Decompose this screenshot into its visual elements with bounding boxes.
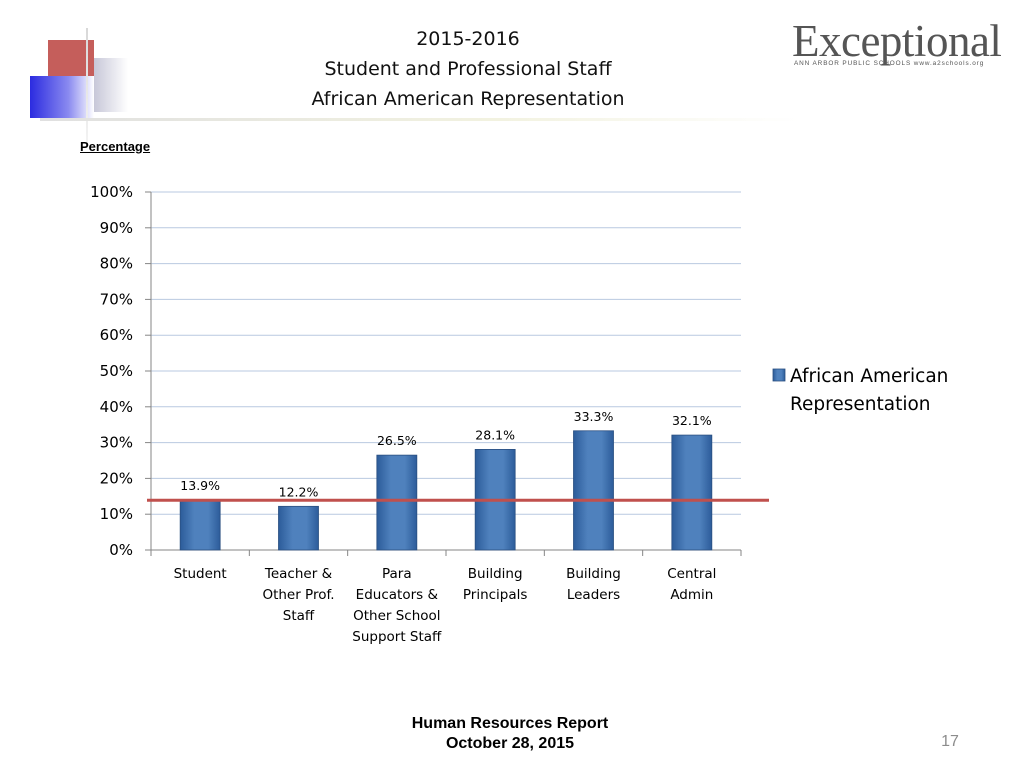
bar: [278, 505, 319, 551]
y-tick-label: 80%: [100, 255, 133, 273]
y-tick-label: 50%: [100, 362, 133, 380]
title-line-3: African American Representation: [311, 88, 625, 110]
category-label: Other Prof.: [262, 587, 334, 603]
data-label: 26.5%: [377, 433, 417, 448]
category-label: Student: [174, 566, 227, 582]
y-tick-label: 90%: [100, 219, 133, 237]
y-tick-label: 100%: [90, 183, 133, 201]
footer-date: October 28, 2015: [445, 735, 575, 752]
exceptional-logo: Exceptional ANN ARBOR PUBLIC SCHOOLS www…: [792, 18, 1006, 74]
legend-label: Representation: [790, 394, 931, 415]
y-tick-label: 0%: [109, 541, 133, 559]
legend-swatch: [772, 368, 786, 382]
category-label: Leaders: [567, 587, 620, 603]
y-tick-label: 60%: [100, 326, 133, 344]
data-label: 13.9%: [180, 478, 220, 493]
title-line-2: Student and Professional Staff: [324, 58, 612, 80]
category-label: Educators &: [356, 587, 439, 603]
category-label: Building: [566, 566, 621, 582]
category-label: Other School: [353, 608, 440, 624]
bar: [376, 454, 418, 551]
category-label: Central: [667, 566, 716, 582]
y-tick-label: 20%: [100, 469, 133, 487]
y-tick-label: 30%: [100, 434, 133, 452]
category-label: Principals: [463, 587, 528, 603]
footer: Human Resources Report October 28, 2015: [330, 714, 690, 754]
footer-report-title: Human Resources Report: [411, 715, 609, 732]
decor-vertical-line: [86, 28, 88, 148]
category-label: Staff: [283, 608, 315, 624]
page-number: 17: [941, 733, 959, 750]
data-label: 12.2%: [279, 484, 319, 499]
category-label: Para: [382, 566, 412, 582]
y-tick-label: 70%: [100, 290, 133, 308]
legend-label: African American: [790, 366, 948, 387]
category-label: Support Staff: [352, 629, 442, 645]
bar: [671, 434, 713, 551]
category-label: Admin: [670, 587, 713, 603]
y-tick-label: 10%: [100, 505, 133, 523]
bar: [179, 499, 221, 551]
category-label: Building: [468, 566, 523, 582]
decor-horizontal-line: [40, 118, 800, 121]
decor-gray-square: [94, 58, 128, 112]
decor-blue-square: [30, 76, 94, 118]
logo-tagline: ANN ARBOR PUBLIC SCHOOLS www.a2schools.o…: [794, 60, 985, 67]
slide-title: 2015-2016 Student and Professional Staff…: [248, 24, 688, 114]
category-label: Teacher &: [264, 566, 333, 582]
title-line-1: 2015-2016: [416, 28, 520, 50]
y-axis-title: Percentage: [80, 139, 151, 154]
data-label: 28.1%: [475, 427, 515, 442]
y-tick-label: 40%: [100, 398, 133, 416]
data-label: 33.3%: [574, 409, 614, 424]
data-label: 32.1%: [672, 413, 712, 428]
bar: [573, 430, 614, 551]
logo-wordmark: Exceptional: [792, 16, 1002, 66]
